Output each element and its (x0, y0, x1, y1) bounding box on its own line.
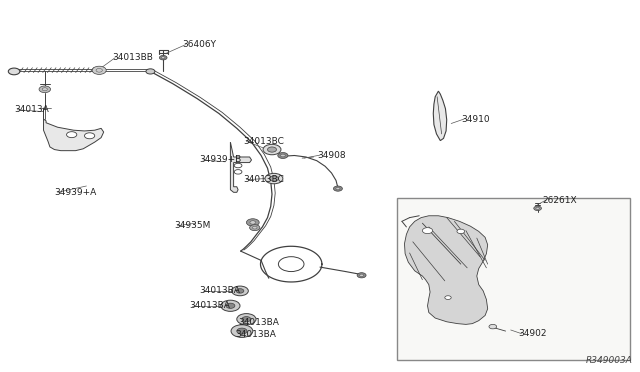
Text: 34013BA: 34013BA (238, 318, 279, 327)
Text: 34013BB: 34013BB (112, 53, 153, 62)
Text: 34013A: 34013A (14, 105, 49, 114)
Text: 34013BC: 34013BC (243, 137, 284, 146)
Text: 34939+A: 34939+A (54, 188, 97, 197)
Circle shape (269, 176, 278, 181)
Circle shape (360, 274, 364, 276)
Circle shape (234, 163, 242, 168)
Text: 34910: 34910 (461, 115, 490, 124)
Circle shape (536, 207, 540, 209)
Text: 34013BA: 34013BA (236, 330, 276, 339)
Polygon shape (433, 91, 447, 141)
Text: 34013BA: 34013BA (200, 286, 241, 295)
Circle shape (333, 186, 342, 191)
Circle shape (84, 133, 95, 139)
Circle shape (280, 154, 285, 157)
Circle shape (8, 68, 20, 75)
Circle shape (534, 206, 541, 211)
Circle shape (268, 147, 276, 152)
Circle shape (265, 173, 283, 184)
Polygon shape (404, 216, 488, 324)
Text: 36406Y: 36406Y (182, 40, 216, 49)
Circle shape (336, 187, 340, 190)
Circle shape (250, 221, 256, 224)
Circle shape (234, 170, 242, 174)
Circle shape (236, 289, 244, 293)
Circle shape (226, 303, 235, 308)
Circle shape (252, 226, 257, 229)
Text: 34902: 34902 (518, 329, 547, 338)
Circle shape (237, 314, 256, 325)
Circle shape (42, 88, 47, 91)
Circle shape (237, 328, 247, 334)
Circle shape (146, 69, 155, 74)
Circle shape (242, 317, 251, 322)
Text: 34013BC: 34013BC (243, 175, 284, 184)
Circle shape (159, 55, 167, 60)
Polygon shape (230, 142, 252, 192)
Circle shape (457, 229, 465, 234)
Circle shape (278, 153, 288, 158)
Circle shape (263, 144, 281, 155)
Text: 34939+B: 34939+B (200, 155, 242, 164)
Circle shape (250, 225, 260, 231)
Circle shape (422, 228, 433, 234)
Text: 34013BA: 34013BA (189, 301, 230, 310)
Circle shape (96, 68, 102, 72)
Circle shape (489, 324, 497, 329)
Circle shape (278, 257, 304, 272)
Circle shape (92, 66, 106, 74)
Circle shape (357, 273, 366, 278)
Text: 34935M: 34935M (174, 221, 211, 230)
Circle shape (232, 286, 248, 296)
Bar (397, 198, 630, 360)
Polygon shape (44, 108, 104, 151)
Text: 26261X: 26261X (543, 196, 577, 205)
Circle shape (39, 86, 51, 93)
Text: R349003A: R349003A (586, 356, 632, 365)
Circle shape (67, 132, 77, 138)
Circle shape (161, 57, 165, 59)
Text: 34908: 34908 (317, 151, 346, 160)
Circle shape (221, 300, 240, 311)
Circle shape (445, 296, 451, 299)
Circle shape (246, 219, 259, 226)
Circle shape (231, 325, 253, 337)
